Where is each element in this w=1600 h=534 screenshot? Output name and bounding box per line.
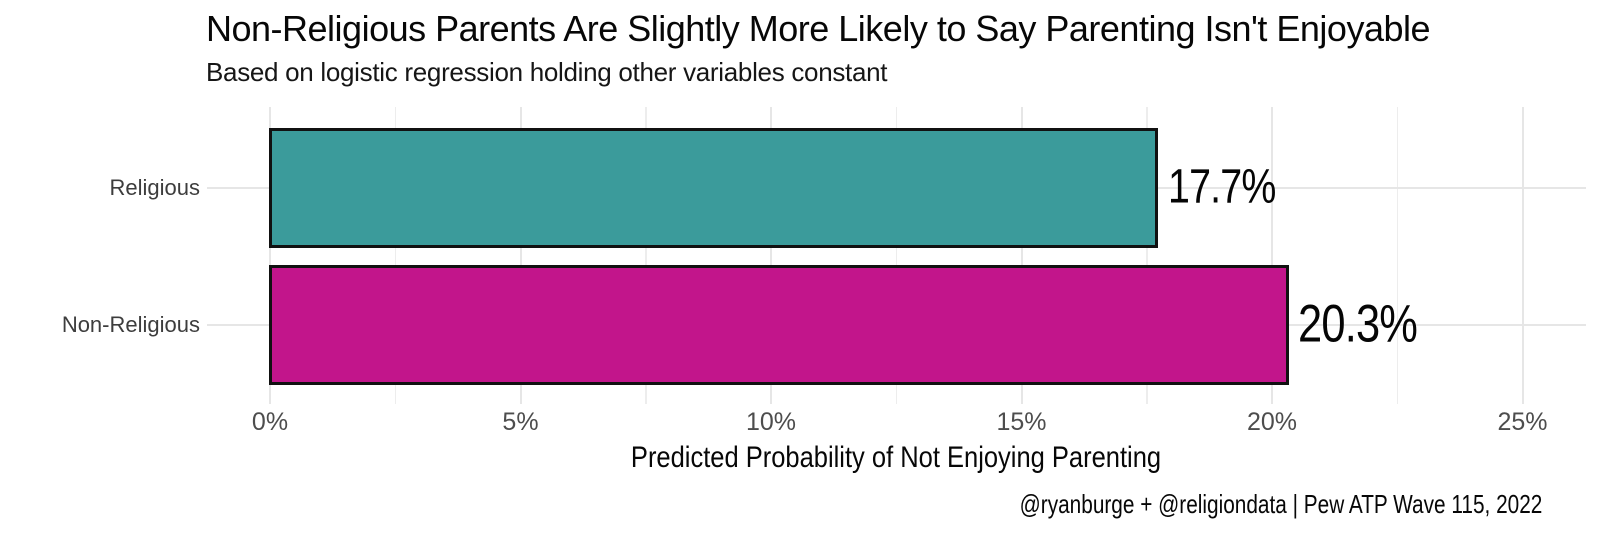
x-axis-tick-label: 25% [1497,408,1548,436]
gridline-x-major [770,107,772,404]
gridline-x-minor [394,107,396,404]
x-axis-tick-label: 15% [996,408,1047,436]
x-axis-tick-label: 5% [502,408,539,436]
gridline-x-major [1271,107,1273,404]
bar-value-label: 17.7% [1167,160,1276,214]
chart-title: Non-Religious Parents Are Slightly More … [206,8,1431,49]
gridline-x-minor [1146,107,1148,404]
bar-non-religious [268,264,1289,385]
gridline-x-minor [645,107,647,404]
gridline-x-major [519,107,522,404]
bar-value-label: 20.3% [1298,293,1418,353]
y-axis-category-label: Non-Religious [61,311,200,337]
chart-caption: @ryanburge + @religiondata | Pew ATP Wav… [1019,489,1542,519]
bar-religious [268,128,1159,248]
x-axis-title: Predicted Probability of Not Enjoying Pa… [630,441,1162,474]
chart-subtitle: Based on logistic regression holding oth… [206,57,888,87]
y-axis-category-label: Religious [109,175,201,200]
gridline-x-minor [1396,107,1398,404]
x-axis-tick-label: 10% [745,408,797,436]
gridline-x-major [1521,107,1524,404]
gridline-x-major [1020,107,1023,404]
gridline-x-minor [895,107,897,404]
gridline-x-major [269,107,271,404]
x-axis-tick-label: 0% [251,408,289,436]
x-axis-tick-label: 20% [1246,408,1298,436]
